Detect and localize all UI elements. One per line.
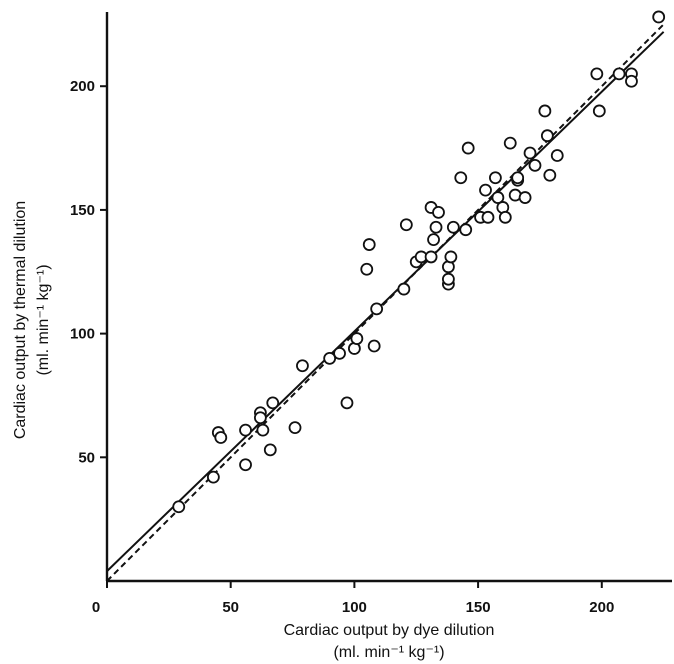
data-point — [323, 351, 337, 365]
y-axis-title: Cardiac output by thermal dilution — [12, 201, 29, 439]
data-point — [427, 233, 440, 247]
data-point — [592, 104, 606, 118]
data-point — [446, 220, 460, 234]
axes — [105, 12, 672, 583]
y-tick-label: 50 — [78, 449, 95, 466]
y-tick-label: 150 — [70, 202, 95, 219]
data-point — [444, 250, 458, 264]
data-point — [528, 158, 542, 172]
data-point — [454, 171, 468, 185]
data-point — [370, 302, 384, 316]
ticks: 0 50 100 150 200 50 100 150 200 — [70, 78, 614, 616]
data-point — [481, 210, 495, 224]
data-point — [253, 411, 267, 425]
y-tick-label: 100 — [70, 326, 95, 343]
data-point — [239, 458, 252, 472]
data-point — [206, 470, 220, 484]
data-point — [172, 500, 186, 514]
data-point — [367, 339, 381, 353]
data-point — [540, 129, 554, 143]
data-point — [538, 104, 552, 118]
data-point — [424, 250, 438, 264]
data-point — [362, 238, 376, 251]
data-point — [625, 74, 638, 88]
data-point — [288, 421, 302, 435]
data-point — [214, 431, 228, 444]
data-point — [429, 220, 443, 234]
data-point — [652, 10, 666, 24]
data-point — [296, 359, 309, 373]
data-point — [333, 346, 346, 360]
x-tick-label: 100 — [342, 599, 367, 616]
data-point — [491, 191, 505, 204]
data-point — [479, 183, 492, 197]
x-tick-label: 0 — [92, 599, 100, 616]
data-point — [550, 149, 564, 162]
data-point — [498, 210, 512, 224]
x-axis-title: Cardiac output by dye dilution — [284, 622, 495, 639]
data-point — [397, 282, 411, 296]
data-point — [543, 168, 557, 182]
x-tick-label: 150 — [466, 599, 491, 616]
data-point — [266, 396, 280, 410]
y-axis-unit: (ml. min⁻¹ kg⁻¹) — [35, 264, 52, 375]
data-point — [350, 332, 364, 345]
data-point — [518, 191, 532, 204]
data-point — [590, 67, 604, 81]
data-point — [461, 141, 475, 155]
x-tick-label: 50 — [222, 599, 239, 616]
data-point — [340, 396, 354, 410]
data-point — [360, 262, 374, 276]
data-point — [263, 443, 277, 457]
data-point — [489, 171, 502, 185]
data-point — [503, 136, 517, 150]
data-point — [523, 146, 537, 160]
data-point — [459, 223, 473, 237]
y-tick-label: 200 — [70, 78, 95, 95]
data-point — [432, 205, 445, 219]
x-axis-unit: (ml. min⁻¹ kg⁻¹) — [333, 644, 444, 661]
x-tick-label: 200 — [589, 599, 614, 616]
data-point — [239, 423, 252, 437]
data-point — [511, 171, 525, 185]
data-point — [441, 272, 455, 286]
identity-line — [106, 23, 665, 582]
data-point — [256, 423, 270, 437]
data-point — [612, 67, 626, 81]
regression-lines — [106, 23, 665, 582]
data-point — [399, 218, 413, 232]
data-points — [172, 10, 666, 514]
